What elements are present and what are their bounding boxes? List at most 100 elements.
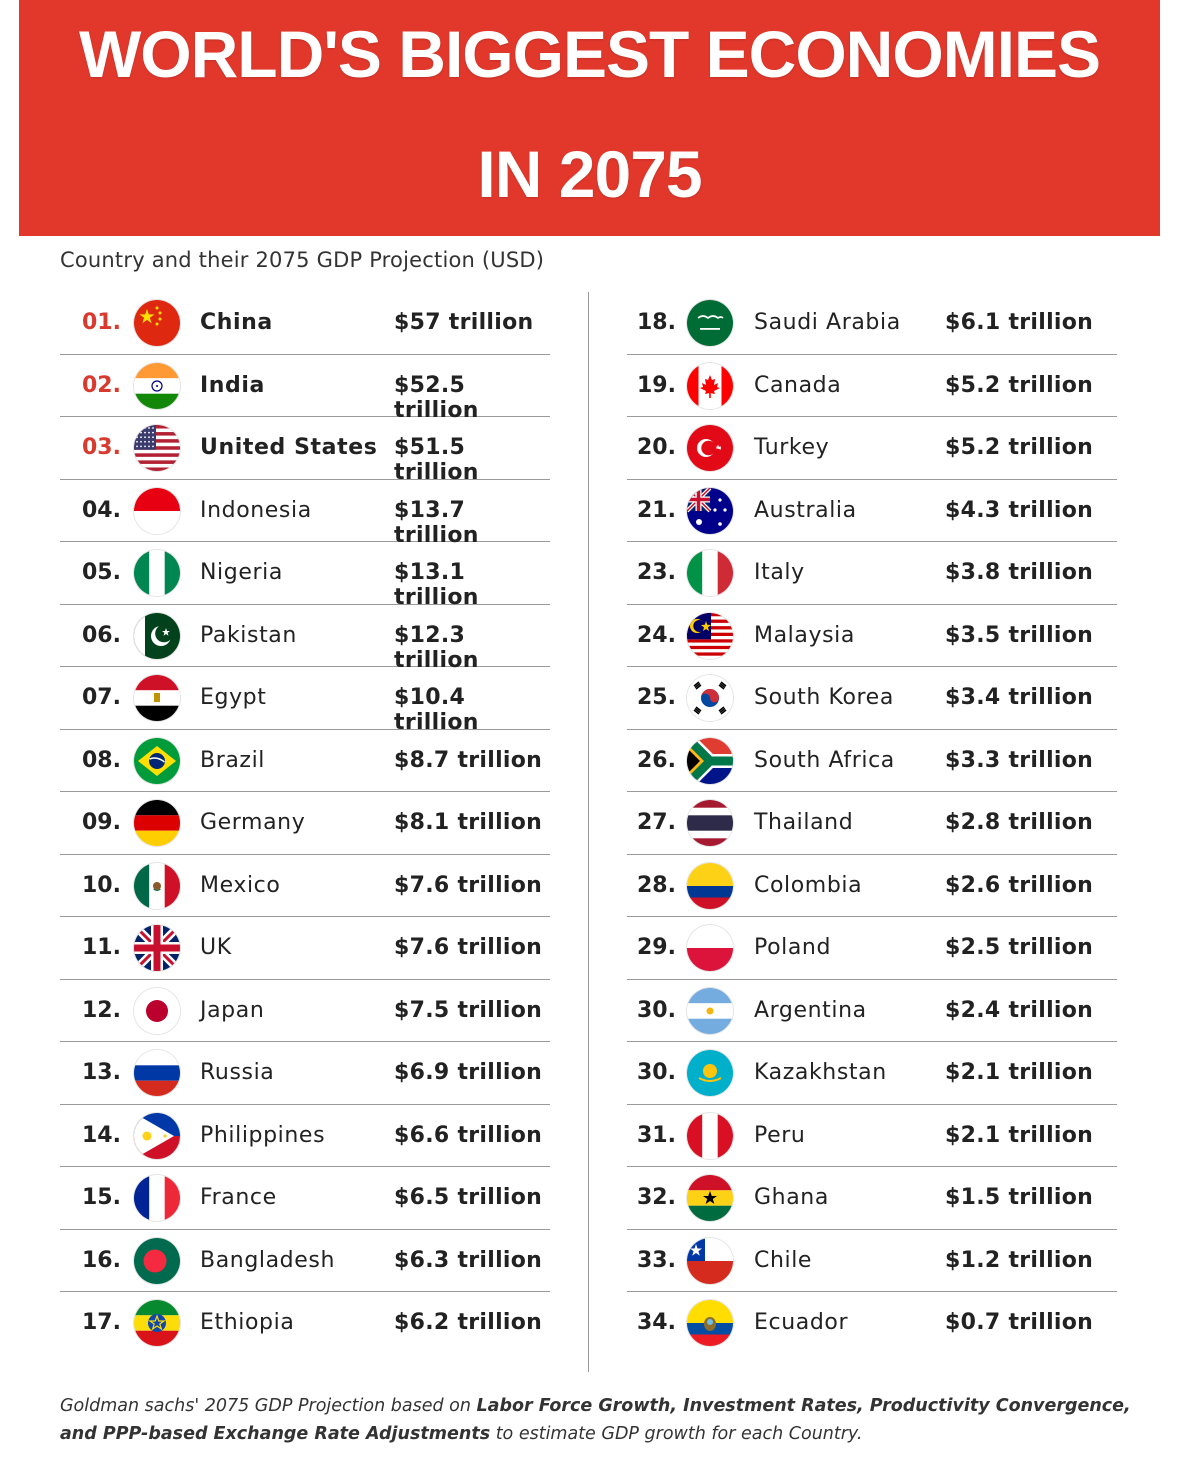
rank-number: 30. bbox=[637, 997, 676, 1023]
rank-number: 16. bbox=[82, 1247, 121, 1273]
subtitle: Country and their 2075 GDP Projection (U… bbox=[60, 248, 545, 272]
philippines-flag-icon bbox=[134, 1112, 180, 1159]
right-ranking-column: 18. Saudi Arabia $6.1 trillion 19. Canada $5.… bbox=[627, 292, 1117, 1355]
title-line-2: IN 2075 bbox=[477, 137, 702, 211]
uk-flag-icon bbox=[134, 925, 180, 971]
gdp-value: $2.1 trillion bbox=[945, 1122, 1094, 1148]
rank-number: 05. bbox=[82, 560, 121, 585]
country-name: Peru bbox=[754, 1122, 806, 1148]
rank-number: 08. bbox=[82, 747, 121, 773]
rank-number: 13. bbox=[82, 1060, 121, 1085]
rank-number: 33. bbox=[637, 1247, 676, 1273]
gdp-value: $2.1 trillion bbox=[945, 1060, 1094, 1085]
ranking-row: 17. Ethiopia $6.2 trillion bbox=[60, 1292, 550, 1355]
gdp-value: $6.6 trillion bbox=[394, 1122, 543, 1148]
ranking-row: 20. Turkey $5.2 trillion bbox=[627, 417, 1117, 480]
country-name: Egypt bbox=[200, 685, 267, 710]
indonesia-flag-icon bbox=[134, 487, 180, 534]
rank-number: 01. bbox=[82, 310, 121, 335]
nigeria-flag-icon bbox=[134, 550, 180, 596]
country-name: Nigeria bbox=[200, 560, 283, 585]
country-name: Japan bbox=[200, 997, 265, 1023]
gdp-value: $2.5 trillion bbox=[945, 935, 1094, 960]
gdp-value: $3.5 trillion bbox=[945, 622, 1094, 648]
argentina-flag-icon bbox=[687, 987, 733, 1034]
gdp-value: $8.7 trillion bbox=[394, 747, 543, 773]
ranking-row: 08. Brazil $8.7 trillion bbox=[60, 730, 550, 792]
gdp-value: $3.4 trillion bbox=[945, 685, 1094, 710]
ghana-flag-icon bbox=[687, 1175, 733, 1221]
country-name: Mexico bbox=[200, 872, 281, 898]
rank-number: 19. bbox=[637, 372, 676, 398]
rank-number: 20. bbox=[637, 435, 676, 460]
gdp-value: $51.5 trillion bbox=[394, 435, 479, 485]
country-name: Germany bbox=[200, 810, 306, 835]
country-name: Philippines bbox=[200, 1122, 326, 1148]
turkey-flag-icon bbox=[687, 425, 733, 471]
gdp-value: $13.1 trillion bbox=[394, 560, 479, 610]
country-name: Pakistan bbox=[200, 622, 297, 648]
rank-number: 17. bbox=[82, 1310, 121, 1335]
rank-number: 18. bbox=[637, 310, 676, 335]
rank-number: 09. bbox=[82, 810, 121, 835]
rank-number: 30. bbox=[637, 1060, 676, 1085]
country-name: Poland bbox=[754, 935, 832, 960]
column-divider bbox=[588, 292, 589, 1372]
country-name: Brazil bbox=[200, 747, 265, 773]
ranking-row: 21. Australia $4.3 trillion bbox=[627, 480, 1117, 542]
russia-flag-icon bbox=[134, 1050, 180, 1096]
ecuador-flag-icon bbox=[687, 1300, 733, 1346]
mexico-flag-icon bbox=[134, 862, 180, 909]
country-name: Argentina bbox=[754, 997, 867, 1023]
rank-number: 10. bbox=[82, 872, 121, 898]
gdp-value: $2.8 trillion bbox=[945, 810, 1094, 835]
ranking-row: 34. Ecuador $0.7 trillion bbox=[627, 1292, 1117, 1355]
ranking-row: 11. UK $7.6 trillion bbox=[60, 917, 550, 980]
ranking-row: 14. Philippines $6.6 trillion bbox=[60, 1105, 550, 1167]
left-ranking-column: 01. China $57 trillion 02. India $52.5 trilli… bbox=[60, 292, 550, 1355]
country-name: Kazakhstan bbox=[754, 1060, 887, 1085]
ranking-row: 03. United States $51.5 trillion bbox=[60, 417, 550, 485]
australia-flag-icon bbox=[687, 487, 733, 534]
gdp-value: $6.2 trillion bbox=[394, 1310, 543, 1335]
usa-flag-icon bbox=[134, 425, 180, 471]
ranking-row: 32. Ghana $1.5 trillion bbox=[627, 1167, 1117, 1230]
germany-flag-icon bbox=[134, 800, 180, 846]
country-name: Ecuador bbox=[754, 1310, 849, 1335]
country-name: South Africa bbox=[754, 747, 895, 773]
gdp-value: $2.6 trillion bbox=[945, 872, 1094, 898]
rank-number: 12. bbox=[82, 997, 121, 1023]
south-africa-flag-icon bbox=[687, 737, 733, 784]
country-name: Turkey bbox=[754, 435, 830, 460]
gdp-value: $6.1 trillion bbox=[945, 310, 1094, 335]
peru-flag-icon bbox=[687, 1112, 733, 1159]
ranking-row: 16. Bangladesh $6.3 trillion bbox=[60, 1230, 550, 1292]
country-name: Ethiopia bbox=[200, 1310, 295, 1335]
gdp-value: $12.3 trillion bbox=[394, 622, 479, 673]
gdp-value: $57 trillion bbox=[394, 310, 534, 335]
title-banner: WORLD'S BIGGEST ECONOMIES IN 2075 bbox=[19, 0, 1160, 236]
kazakhstan-flag-icon bbox=[687, 1050, 733, 1096]
country-name: United States bbox=[200, 435, 378, 460]
country-name: China bbox=[200, 310, 273, 335]
ranking-row: 30. Argentina $2.4 trillion bbox=[627, 980, 1117, 1042]
country-name: Russia bbox=[200, 1060, 275, 1085]
gdp-value: $4.3 trillion bbox=[945, 497, 1094, 523]
rank-number: 34. bbox=[637, 1310, 676, 1335]
rank-number: 24. bbox=[637, 622, 676, 648]
rank-number: 25. bbox=[637, 685, 676, 710]
colombia-flag-icon bbox=[687, 862, 733, 909]
gdp-value: $8.1 trillion bbox=[394, 810, 543, 835]
ranking-row: 19. Canada $5.2 trillion bbox=[627, 355, 1117, 417]
title-line-1: WORLD'S BIGGEST ECONOMIES bbox=[78, 17, 1101, 91]
footnote-text-1: Goldman sachs' 2075 GDP Projection based… bbox=[60, 1396, 477, 1416]
ranking-row: 25. South Korea $3.4 trillion bbox=[627, 667, 1117, 730]
rank-number: 29. bbox=[637, 935, 676, 960]
ranking-row: 01. China $57 trillion bbox=[60, 292, 550, 355]
gdp-value: $7.6 trillion bbox=[394, 935, 543, 960]
ranking-row: 30. Kazakhstan $2.1 trillion bbox=[627, 1042, 1117, 1105]
gdp-value: $6.3 trillion bbox=[394, 1247, 543, 1273]
rank-number: 32. bbox=[637, 1185, 676, 1210]
gdp-value: $7.6 trillion bbox=[394, 872, 543, 898]
ranking-row: 18. Saudi Arabia $6.1 trillion bbox=[627, 292, 1117, 355]
